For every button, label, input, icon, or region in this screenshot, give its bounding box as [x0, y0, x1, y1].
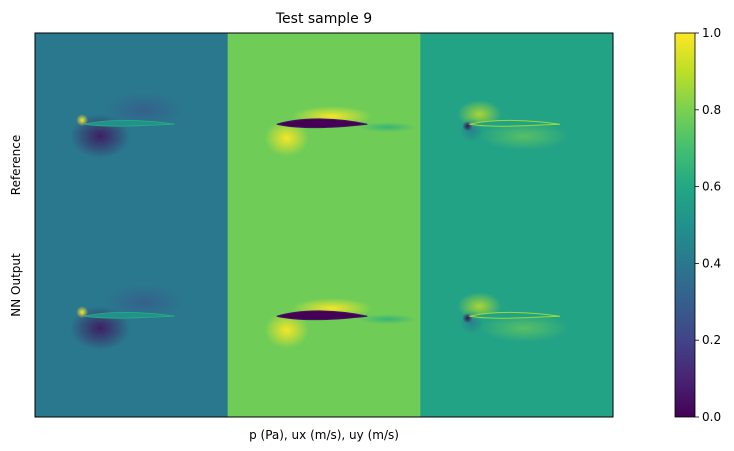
field-panel-ux-nn-output [227, 225, 421, 417]
colorbar-tick-label: 0.2 [702, 333, 721, 347]
airfoil [469, 311, 561, 319]
row-label-nn-output: NN Output [9, 253, 23, 317]
lower-upwash-region [479, 122, 570, 151]
wake-region [357, 122, 418, 133]
stagnation-point [76, 114, 89, 127]
acceleration-region [264, 312, 309, 349]
leading-edge-minimum [462, 121, 473, 132]
suction-region [104, 92, 185, 129]
lower-upwash-region [479, 314, 570, 343]
field-panel-p-nn-output [35, 225, 229, 417]
colorbar-tick-label: 0.6 [702, 180, 721, 194]
heatmap-area [35, 33, 613, 417]
leading-edge-minimum [462, 313, 473, 324]
colorbar-tick-label: 0.0 [702, 410, 721, 424]
airfoil [276, 310, 368, 321]
stagnation-point [76, 306, 89, 319]
wake-region [357, 314, 418, 325]
colorbar: 0.0 0.2 0.4 0.6 0.8 1.0 [674, 26, 721, 424]
suction-region [104, 284, 185, 321]
colorbar-tick-label: 1.0 [702, 26, 721, 40]
airfoil [84, 312, 175, 319]
colorbar-tick-label: 0.8 [702, 103, 721, 117]
acceleration-region [264, 120, 309, 157]
row-label-reference: Reference [9, 135, 23, 195]
field-background [35, 225, 229, 417]
plot-frame [34, 32, 614, 418]
chart-title: Test sample 9 [275, 11, 372, 27]
field-panel-uy-nn-output [420, 225, 613, 417]
colorbar-gradient [674, 32, 696, 418]
x-axis-label: p (Pa), ux (m/s), uy (m/s) [249, 428, 399, 442]
airfoil [469, 119, 561, 127]
airfoil [84, 120, 175, 127]
colorbar-tick-label: 0.4 [702, 256, 721, 270]
colorbar-ticks: 0.0 0.2 0.4 0.6 0.8 1.0 [695, 26, 721, 424]
field-panel-p-reference [35, 33, 229, 226]
field-background [35, 33, 229, 226]
airfoil [276, 118, 368, 129]
field-panel-uy-reference [420, 33, 613, 226]
field-panel-ux-reference [227, 33, 421, 226]
